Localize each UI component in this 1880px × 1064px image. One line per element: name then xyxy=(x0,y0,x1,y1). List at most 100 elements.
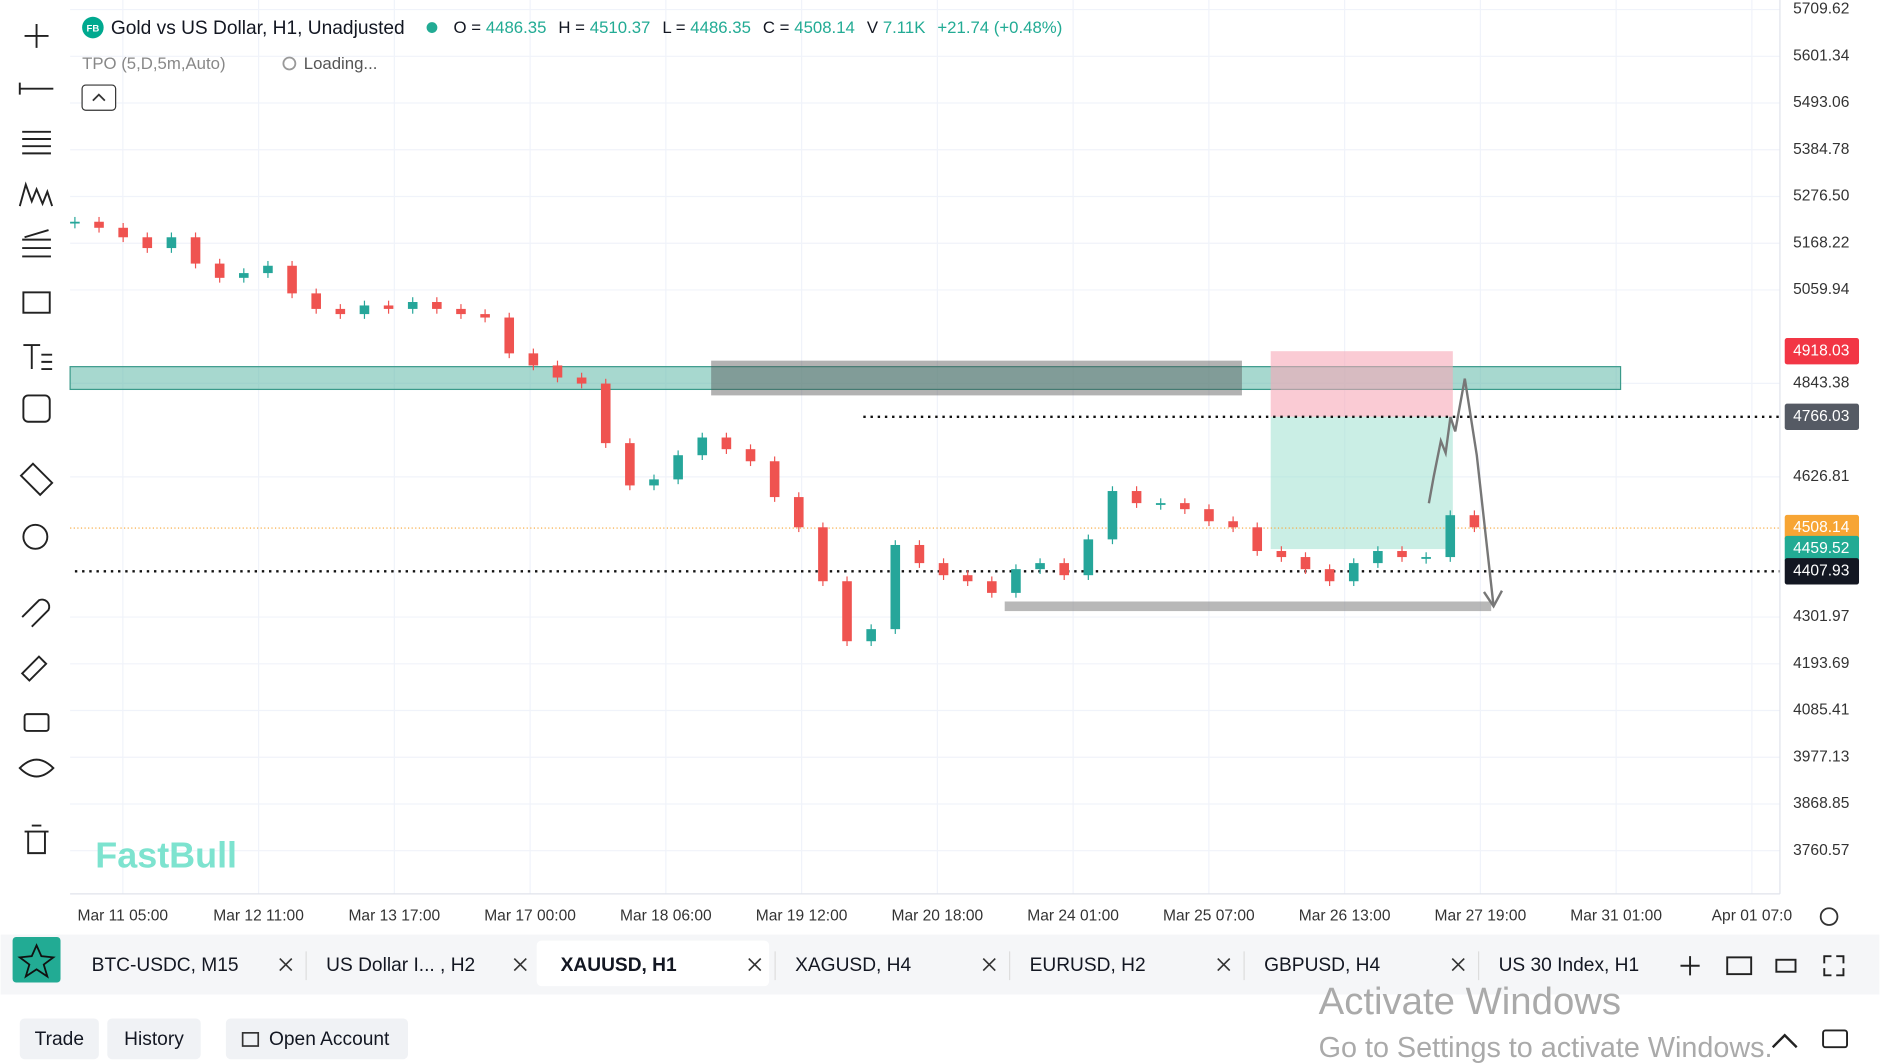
candle xyxy=(1228,521,1238,528)
candles xyxy=(70,216,1480,647)
y-tick-label: 5059.94 xyxy=(1793,281,1850,298)
footer-button-label: History xyxy=(124,1029,184,1050)
stop-zone xyxy=(1270,351,1453,417)
x-tick-label: Mar 17 00:00 xyxy=(484,908,576,925)
tab-label[interactable]: GBPUSD, H4 xyxy=(1264,955,1380,976)
tool-zoom[interactable] xyxy=(22,523,49,550)
expand-icon[interactable] xyxy=(1771,1033,1798,1049)
tool-line[interactable] xyxy=(18,82,54,95)
tool-gann[interactable] xyxy=(22,229,51,258)
tab-close[interactable] xyxy=(1217,957,1231,972)
candle xyxy=(94,221,104,228)
x-tick-label: Mar 27 19:00 xyxy=(1435,908,1527,925)
tab-close[interactable] xyxy=(982,957,996,972)
candle xyxy=(914,544,925,564)
tool-fib[interactable] xyxy=(22,130,51,155)
footer-button[interactable] xyxy=(107,1018,201,1060)
indicator: TPO (5,D,5m,Auto) xyxy=(82,54,225,73)
x-tick-label: Mar 31 01:00 xyxy=(1570,908,1662,925)
candle xyxy=(1324,569,1335,582)
tab-close[interactable] xyxy=(1451,957,1465,972)
y-tick-label: 5384.78 xyxy=(1793,141,1849,158)
position-tool xyxy=(70,351,1780,573)
candle xyxy=(359,305,370,315)
add-tab[interactable] xyxy=(1680,956,1700,976)
tab-label[interactable]: XAGUSD, H4 xyxy=(795,955,911,976)
fullscreen-icon[interactable] xyxy=(1823,955,1845,977)
candle xyxy=(311,293,321,309)
ohlc-key: C = xyxy=(763,18,790,37)
tool-trash[interactable] xyxy=(24,824,49,855)
x-tick-label: Mar 11 05:00 xyxy=(78,908,169,925)
zone xyxy=(69,366,1622,391)
candle xyxy=(987,581,997,593)
y-tick-label: 5168.22 xyxy=(1793,234,1849,251)
candle xyxy=(1445,515,1456,558)
tab-label[interactable]: US Dollar I... , H2 xyxy=(326,955,475,976)
tool-lock[interactable] xyxy=(23,713,50,732)
tool-eye[interactable] xyxy=(18,758,55,778)
favorites-button[interactable] xyxy=(12,936,61,983)
footer-button[interactable] xyxy=(225,1018,408,1060)
y-tick-label: 5709.62 xyxy=(1793,1,1849,18)
y-tick-label: 4301.97 xyxy=(1793,608,1849,625)
tab-label[interactable]: EURUSD, H2 xyxy=(1030,955,1146,976)
left-toolbar xyxy=(18,23,55,855)
collapse-button[interactable] xyxy=(81,84,117,111)
tab-label[interactable]: BTC-USDC, M15 xyxy=(92,955,239,976)
tool-ruler[interactable] xyxy=(19,462,54,497)
tool-cross[interactable] xyxy=(24,23,49,48)
price-tags: 4918.03 4766.03 4508.14 4459.52 4407.93 xyxy=(1784,338,1860,585)
x-tick-label: Apr 01 07:0 xyxy=(1712,908,1793,925)
settings-icon[interactable] xyxy=(1819,907,1839,926)
tab-label[interactable]: XAUUSD, H1 xyxy=(561,955,677,976)
logo xyxy=(82,16,104,39)
price-tag xyxy=(1784,558,1860,585)
x-tick-label: Mar 20 18:00 xyxy=(892,908,984,925)
price-tag-label: 4918.03 xyxy=(1793,342,1849,359)
y-tick-label: 3868.85 xyxy=(1793,795,1849,812)
candle xyxy=(842,581,852,642)
tool-text[interactable] xyxy=(23,344,53,371)
candle xyxy=(214,263,225,278)
tab-label[interactable]: US 30 Index, H1 xyxy=(1499,955,1640,976)
star-icon xyxy=(17,943,56,979)
candle xyxy=(552,365,563,378)
candle xyxy=(866,629,876,642)
arrow-head xyxy=(1482,590,1504,609)
candle xyxy=(166,237,177,249)
y-tick-label: 4193.69 xyxy=(1793,655,1849,672)
ohlc-key: V xyxy=(867,18,879,37)
tool-pattern[interactable] xyxy=(18,181,54,207)
layout-icon[interactable] xyxy=(1726,956,1753,976)
tool-shape[interactable] xyxy=(22,291,51,314)
tool-magnet[interactable] xyxy=(21,598,51,628)
x-tick-label: Mar 25 07:00 xyxy=(1163,908,1255,925)
footer-button[interactable] xyxy=(19,1018,99,1060)
window-icon[interactable] xyxy=(1775,958,1797,973)
candle xyxy=(890,544,901,630)
ohlc-value: 4510.37 xyxy=(590,18,651,37)
tool-emoji[interactable] xyxy=(22,394,51,423)
candle xyxy=(1035,563,1045,570)
candle xyxy=(504,317,515,354)
candle xyxy=(407,302,418,309)
zone xyxy=(711,360,1242,396)
candle xyxy=(793,497,804,528)
candle xyxy=(287,265,297,294)
price-tag xyxy=(1784,514,1860,542)
tool-brush[interactable] xyxy=(20,655,48,682)
tab-close[interactable] xyxy=(513,957,527,972)
y-tick-label: 4843.38 xyxy=(1793,375,1849,392)
watermark: FastBull xyxy=(95,834,237,875)
tab-close[interactable] xyxy=(748,957,762,972)
tab-close[interactable] xyxy=(279,957,293,972)
y-tick-label: 4085.41 xyxy=(1793,702,1849,719)
candle xyxy=(1204,509,1214,522)
header: FB Gold vs US Dollar, H1, Unadjusted TPO… xyxy=(81,16,1062,111)
candle xyxy=(745,449,756,462)
y-tick-label: 3977.13 xyxy=(1793,748,1849,765)
panel-icon[interactable] xyxy=(1822,1029,1848,1049)
